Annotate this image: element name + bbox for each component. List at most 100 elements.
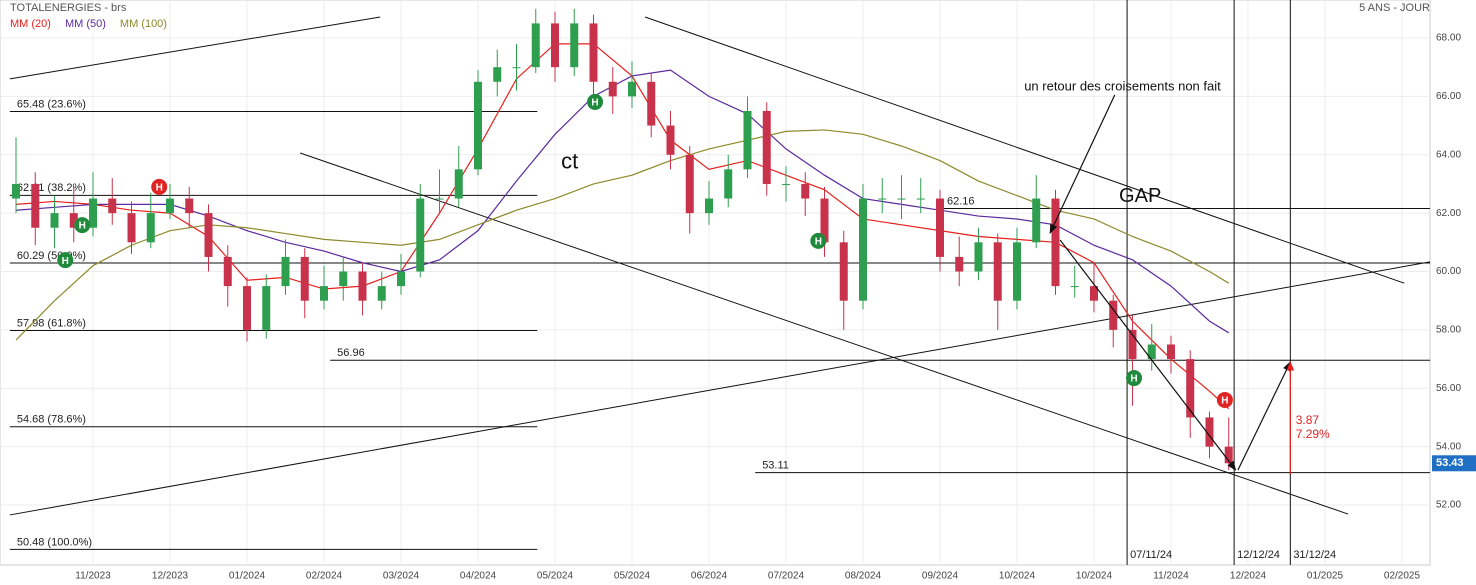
- candle-body: [320, 286, 329, 301]
- level-label: 62.61 (38.2%): [17, 182, 86, 194]
- candle-body: [397, 271, 406, 287]
- y-tick-label: 58.00: [1436, 325, 1461, 336]
- candle-body: [531, 23, 540, 68]
- x-tick-label: 01/2025: [1307, 571, 1344, 582]
- trendline: [9, 16, 381, 80]
- candle-body: [801, 183, 810, 199]
- annotation: 3.87: [1296, 413, 1320, 427]
- candle-body: [1147, 344, 1156, 360]
- candle-body: [858, 198, 867, 301]
- plot-area: [0, 0, 1431, 566]
- y-tick-label: 56.00: [1436, 383, 1461, 394]
- x-tick-label: 09/2024: [922, 571, 959, 582]
- candle-body: [127, 213, 136, 243]
- candle-body: [89, 198, 98, 228]
- candle-body: [550, 23, 559, 68]
- trendline: [644, 16, 1405, 284]
- candle-body: [589, 23, 598, 82]
- candle-body: [262, 286, 271, 330]
- candle-body: [223, 256, 232, 287]
- x-tick-label: 12/2024: [1230, 571, 1267, 582]
- signal-label: H: [62, 256, 69, 267]
- x-tick-label: 02/2024: [306, 571, 343, 582]
- candle-body: [955, 256, 964, 272]
- signal-label: H: [156, 183, 163, 194]
- x-tick-label: 11/2024: [1153, 571, 1189, 582]
- candle-body: [1032, 198, 1041, 243]
- annotation: ct: [561, 149, 578, 174]
- annotation: 7.29%: [1296, 427, 1330, 441]
- signal-label: H: [1130, 374, 1137, 385]
- x-tick-label: 04/2024: [460, 571, 497, 582]
- candle-body: [454, 169, 463, 199]
- candle-body: [724, 169, 733, 199]
- last-price-label: 53.43: [1436, 457, 1464, 469]
- date-label: 07/11/24: [1130, 549, 1172, 561]
- y-tick-label: 66.00: [1436, 91, 1461, 102]
- candle-body: [1070, 286, 1079, 288]
- x-tick-label: 03/2024: [383, 571, 420, 582]
- candle-body: [743, 110, 752, 170]
- x-tick-label: 11/2023: [75, 571, 111, 582]
- candle-body: [762, 110, 771, 184]
- signal-label: H: [815, 237, 822, 248]
- y-tick-label: 60.00: [1436, 266, 1461, 277]
- level-label: 57.98 (61.8%): [17, 317, 86, 329]
- level-label: 65.48 (23.6%): [17, 98, 86, 110]
- candle-body: [839, 242, 848, 301]
- x-tick-label: 05/2024: [614, 571, 651, 582]
- candle-body: [281, 256, 290, 287]
- last-price-box: [1432, 455, 1476, 472]
- x-tick-label: 02/2025: [1384, 571, 1421, 582]
- level-label: 53.11: [762, 460, 789, 472]
- candle-body: [608, 81, 617, 97]
- candle-body: [1109, 300, 1118, 330]
- date-label: 31/12/24: [1293, 549, 1336, 561]
- candle-body: [31, 183, 40, 228]
- candle-body: [358, 271, 367, 301]
- candle-body: [647, 81, 656, 126]
- candle-body: [339, 271, 348, 287]
- candle-body: [704, 198, 713, 214]
- annotation: un retour des croisements non fait: [1024, 78, 1221, 93]
- arrow: [1059, 239, 1237, 471]
- candle-body: [416, 198, 425, 272]
- candle-body: [1205, 417, 1214, 447]
- candle-body: [1166, 344, 1175, 360]
- signal-marker: [151, 178, 168, 195]
- x-tick-label: 10/2024: [1076, 571, 1113, 582]
- candle-body: [435, 198, 444, 200]
- annotation: GAP: [1119, 185, 1161, 207]
- x-tick-label: 07/2024: [768, 571, 805, 582]
- candle-body: [146, 213, 155, 243]
- x-tick-label: 06/2024: [691, 571, 728, 582]
- signal-marker: [74, 217, 91, 234]
- candle-body: [916, 198, 925, 200]
- candle-body: [185, 198, 194, 214]
- x-tick-label: 08/2024: [845, 571, 882, 582]
- x-tick-label: 12/2023: [152, 571, 189, 582]
- candle-body: [166, 198, 175, 214]
- arrow: [1049, 94, 1116, 234]
- candle-body: [50, 213, 59, 228]
- signal-label: H: [591, 98, 598, 109]
- level-label: 56.96: [337, 347, 365, 359]
- legend-entry: MM (50): [65, 18, 106, 30]
- y-tick-label: 52.00: [1436, 500, 1461, 511]
- candle-body: [897, 198, 906, 200]
- chart-title: TOTALENERGIES - brs: [10, 2, 127, 14]
- level-label: 54.68 (78.6%): [17, 414, 86, 426]
- candle-body: [512, 67, 521, 69]
- candle-body: [1186, 359, 1195, 418]
- candle-body: [300, 256, 309, 301]
- candle-body: [627, 81, 636, 97]
- candle-body: [820, 198, 829, 243]
- candle-body: [1128, 329, 1137, 360]
- candle-body: [878, 198, 887, 200]
- candle-body: [243, 286, 252, 330]
- legend-entry: MM (20): [10, 18, 51, 30]
- x-tick-label: 01/2024: [229, 571, 266, 582]
- candle-body: [377, 286, 386, 301]
- x-tick-label: 05/2024: [537, 571, 574, 582]
